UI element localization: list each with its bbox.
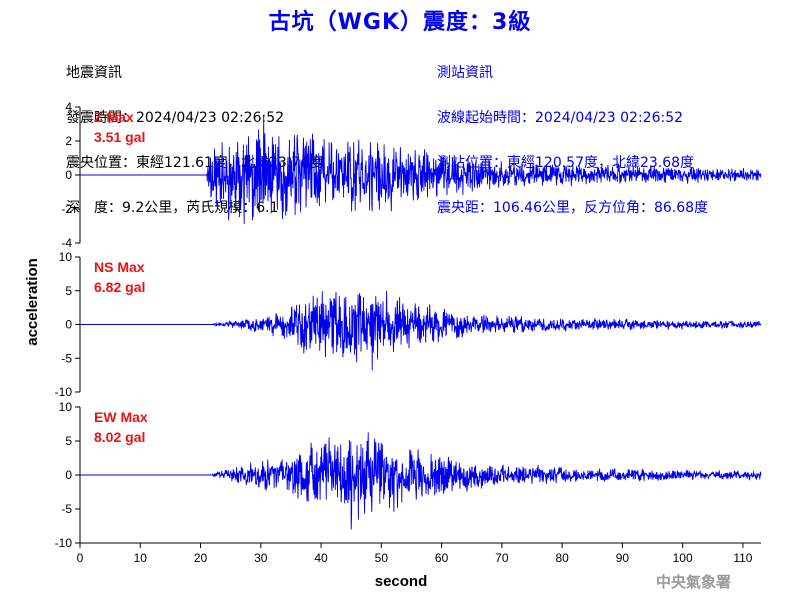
x-tick-label: 80 <box>555 551 569 565</box>
station-info-panel: 測站資訊 波線起始時間：2024/04/23 02:26:52 測站位置：東經1… <box>437 36 708 231</box>
x-tick-label: 50 <box>375 551 389 565</box>
series-name-label: Z Max <box>94 109 134 125</box>
depth-magnitude: 深 度：9.2公里，芮氏規模：6.1 <box>66 200 279 216</box>
y-tick-label: -10 <box>55 536 73 550</box>
y-tick-label: 0 <box>65 318 72 332</box>
y-tick-label: 5 <box>65 284 72 298</box>
y-tick-label: -10 <box>55 385 73 399</box>
panel-ns: -10 -5 0 5 10 NS Max 6.82 gal <box>55 250 762 399</box>
x-tick-label: 30 <box>254 551 268 565</box>
station-info-heading: 測站資訊 <box>437 65 493 81</box>
x-axis-label: second <box>375 573 428 590</box>
x-tick-label: 20 <box>194 551 208 565</box>
chart-title: 古坑（WGK）震度：3級 <box>268 10 532 35</box>
waveform-z <box>80 115 762 224</box>
y-tick-label: -4 <box>61 236 72 250</box>
y-axis-label: acceleration <box>24 258 41 346</box>
origin-time: 發震時間：2024/04/23 02:26:52 <box>66 110 285 126</box>
series-name-label: EW Max <box>94 409 148 425</box>
y-tick-label: 5 <box>65 434 72 448</box>
x-tick-label: 90 <box>616 551 630 565</box>
panel-z: -4 -2 0 2 4 Z Max 3.51 gal <box>61 100 762 250</box>
earthquake-info-heading: 地震資訊 <box>66 65 122 81</box>
wave-start-time: 波線起始時間：2024/04/23 02:26:52 <box>437 110 684 126</box>
agency-name: 中央氣象署 <box>656 573 732 591</box>
y-tick-label: 0 <box>65 468 72 482</box>
x-tick-label: 10 <box>134 551 148 565</box>
waveform-ns <box>80 290 762 371</box>
series-max-label: 8.02 gal <box>94 429 145 445</box>
y-tick-label: -5 <box>61 351 72 365</box>
y-tick-label: 0 <box>65 168 72 182</box>
x-tick-label: 60 <box>435 551 449 565</box>
y-tick-label: 2 <box>65 134 72 148</box>
x-tick-label: 100 <box>673 551 693 565</box>
series-max-label: 6.82 gal <box>94 279 145 295</box>
panel-ew: -10 -5 0 5 10 EW Max 8.02 gal <box>55 400 762 550</box>
y-tick-label: 4 <box>65 100 72 114</box>
y-tick-label: 10 <box>59 250 73 264</box>
waveform-ew <box>80 432 762 530</box>
series-name-label: NS Max <box>94 259 145 275</box>
y-tick-label: -5 <box>61 502 72 516</box>
series-max-label: 3.51 gal <box>94 129 145 145</box>
x-tick-label: 0 <box>77 551 84 565</box>
y-tick-label: -2 <box>61 202 72 216</box>
y-tick-label: 10 <box>59 400 73 414</box>
seismogram-panels: -4 -2 0 2 4 Z Max 3.51 gal -10 -5 0 5 10 NS Max 6.82 … <box>55 100 762 550</box>
x-tick-label: 110 <box>733 551 752 565</box>
x-axis: 0 10 20 30 40 50 60 70 80 90 100 110 <box>77 542 761 565</box>
distance-azimuth: 震央距：106.46公里，反方位角：86.68度 <box>437 200 709 216</box>
x-tick-label: 70 <box>495 551 509 565</box>
x-tick-label: 40 <box>314 551 328 565</box>
